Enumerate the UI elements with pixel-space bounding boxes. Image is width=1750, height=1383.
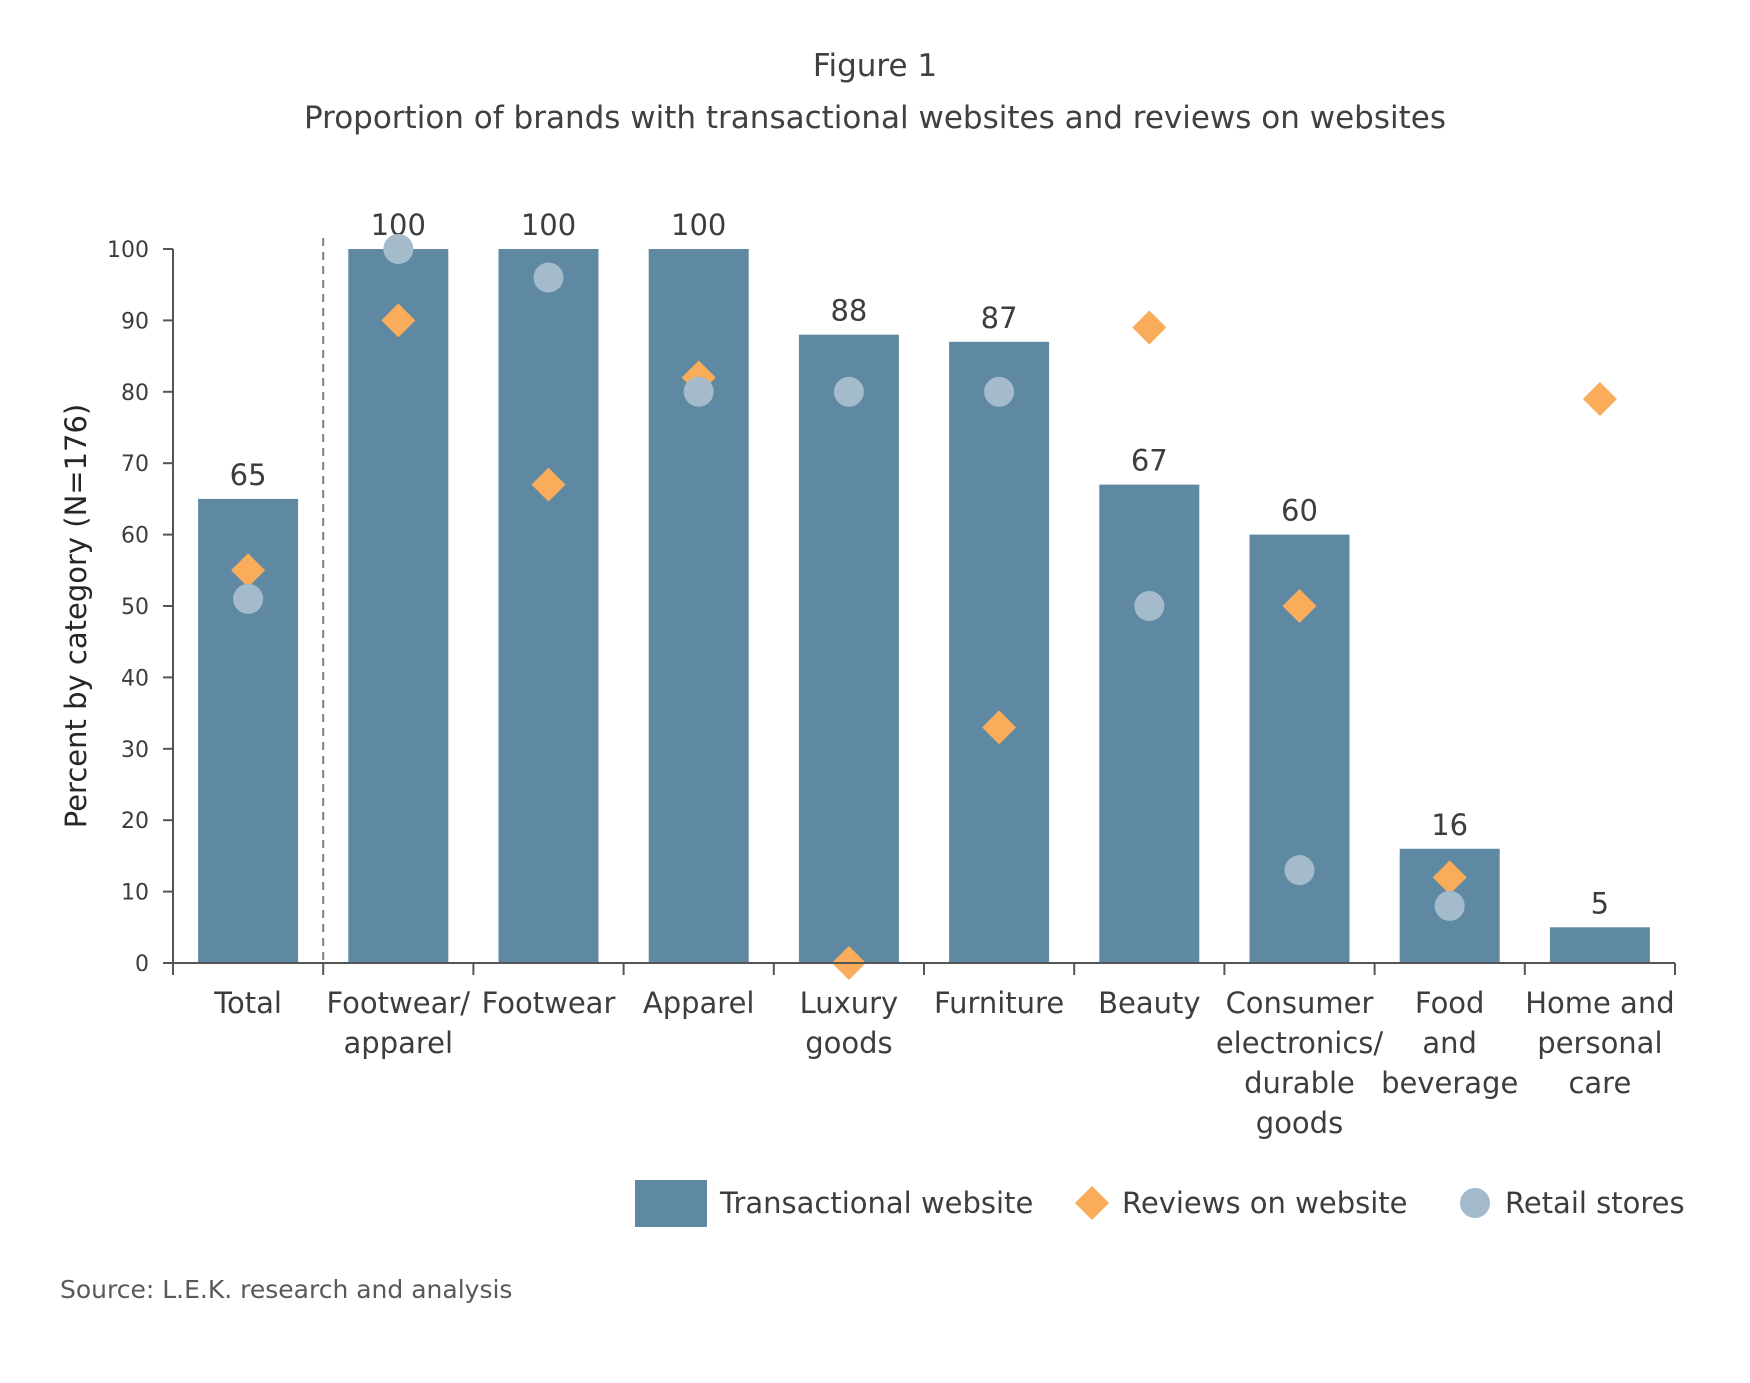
y-tick-label: 10 xyxy=(121,881,149,906)
x-category-line: Footwear xyxy=(482,986,616,1020)
x-category-label: Food and beverage xyxy=(1381,986,1518,1100)
figure-label: Figure 1 xyxy=(812,48,938,84)
legend-diamond-swatch xyxy=(1075,1186,1109,1220)
legend-label-transactional: Transactional website xyxy=(719,1186,1033,1220)
legend: Transactional website Reviews on website R… xyxy=(635,1180,1685,1227)
retail-marker xyxy=(683,376,714,407)
x-category-line: beverage xyxy=(1381,1066,1518,1100)
bar xyxy=(498,249,599,963)
retail-marker xyxy=(984,376,1015,407)
legend-circle-swatch xyxy=(1460,1188,1490,1218)
x-category-line: electronics/ xyxy=(1216,1026,1384,1060)
y-tick-label: 90 xyxy=(121,309,149,334)
x-category-line: goods xyxy=(1256,1106,1343,1140)
bar-value-label: 16 xyxy=(1431,808,1468,842)
x-category-line: personal xyxy=(1537,1026,1662,1060)
legend-label-reviews: Reviews on website xyxy=(1122,1186,1407,1220)
markers xyxy=(231,234,1617,980)
y-axis-label: Percent by category (N=176) xyxy=(59,404,93,828)
x-category-label: Footwear/apparel xyxy=(327,986,471,1060)
bar-value-label: 88 xyxy=(830,294,867,328)
y-tick-label: 0 xyxy=(135,952,149,977)
retail-marker xyxy=(1434,890,1465,921)
x-category-line: Beauty xyxy=(1098,986,1200,1020)
review-marker xyxy=(1282,589,1317,623)
x-category-label: Footwear xyxy=(482,986,616,1020)
retail-marker xyxy=(1284,855,1315,886)
x-category-line: Food xyxy=(1415,986,1485,1020)
y-tick-label: 30 xyxy=(121,738,149,763)
bar-value-label: 87 xyxy=(981,301,1018,335)
review-marker xyxy=(1582,381,1617,416)
bar-value-label: 60 xyxy=(1281,494,1318,528)
y-tick-label: 40 xyxy=(121,666,149,691)
bar-value-label: 65 xyxy=(230,458,267,492)
x-category-label: Total xyxy=(213,986,282,1020)
x-category-label: Apparel xyxy=(643,986,755,1020)
y-tick-label: 60 xyxy=(121,524,149,549)
x-category-label: Beauty xyxy=(1098,986,1200,1020)
y-tick-label: 70 xyxy=(121,452,149,477)
x-category-line: Consumer xyxy=(1226,986,1374,1020)
x-category-line: care xyxy=(1568,1066,1631,1100)
bar-value-label: 100 xyxy=(521,208,576,242)
review-marker xyxy=(982,710,1017,745)
y-tick-label: 20 xyxy=(121,809,149,834)
x-category-line: goods xyxy=(805,1026,892,1060)
x-category-label: Luxury goods xyxy=(800,986,899,1060)
legend-bar-swatch xyxy=(635,1180,707,1227)
x-category-line: Furniture xyxy=(934,986,1064,1020)
x-category-line: apparel xyxy=(344,1026,454,1060)
x-axis: Total Footwear/apparel Footwear Apparel Luxu… xyxy=(172,962,1676,1140)
bar-value-label: 100 xyxy=(671,208,726,242)
x-category-line: Home and xyxy=(1525,986,1674,1020)
x-category-line: Total xyxy=(213,986,282,1020)
bar xyxy=(648,249,749,963)
x-category-label: Home and personal care xyxy=(1525,986,1674,1100)
bar-value-label: 5 xyxy=(1591,886,1609,920)
review-marker xyxy=(1432,860,1467,895)
review-marker xyxy=(531,467,566,502)
x-category-line: and xyxy=(1422,1026,1477,1060)
bar xyxy=(949,341,1050,963)
x-category-label: Furniture xyxy=(934,986,1064,1020)
x-category-line: Footwear/ xyxy=(327,986,471,1020)
retail-marker xyxy=(383,234,414,264)
bar xyxy=(348,249,449,963)
source-note: Source: L.E.K. research and analysis xyxy=(60,1275,513,1304)
x-category-line: Luxury xyxy=(800,986,899,1020)
bar xyxy=(798,334,899,963)
x-category-label: Consumer electronics/durable goods xyxy=(1216,986,1384,1140)
bar xyxy=(1099,484,1200,963)
y-tick-label: 50 xyxy=(121,595,149,620)
bar xyxy=(1549,927,1650,963)
y-tick-label: 80 xyxy=(121,381,149,406)
bar-value-label: 67 xyxy=(1131,444,1168,478)
legend-label-retail: Retail stores xyxy=(1505,1186,1685,1220)
x-category-line: Apparel xyxy=(643,986,755,1020)
retail-marker xyxy=(833,376,864,407)
retail-marker xyxy=(1134,591,1165,621)
retail-marker xyxy=(533,262,564,293)
y-tick-label: 100 xyxy=(107,238,149,263)
review-marker xyxy=(381,303,416,338)
review-marker xyxy=(231,553,266,588)
x-category-line: durable xyxy=(1244,1066,1355,1100)
review-marker xyxy=(1132,310,1167,345)
chart-title: Proportion of brands with transactional … xyxy=(303,100,1446,136)
retail-marker xyxy=(233,583,264,614)
y-axis: 0 10 20 30 40 50 60 70 80 90 100 Percent by categor… xyxy=(59,238,174,977)
